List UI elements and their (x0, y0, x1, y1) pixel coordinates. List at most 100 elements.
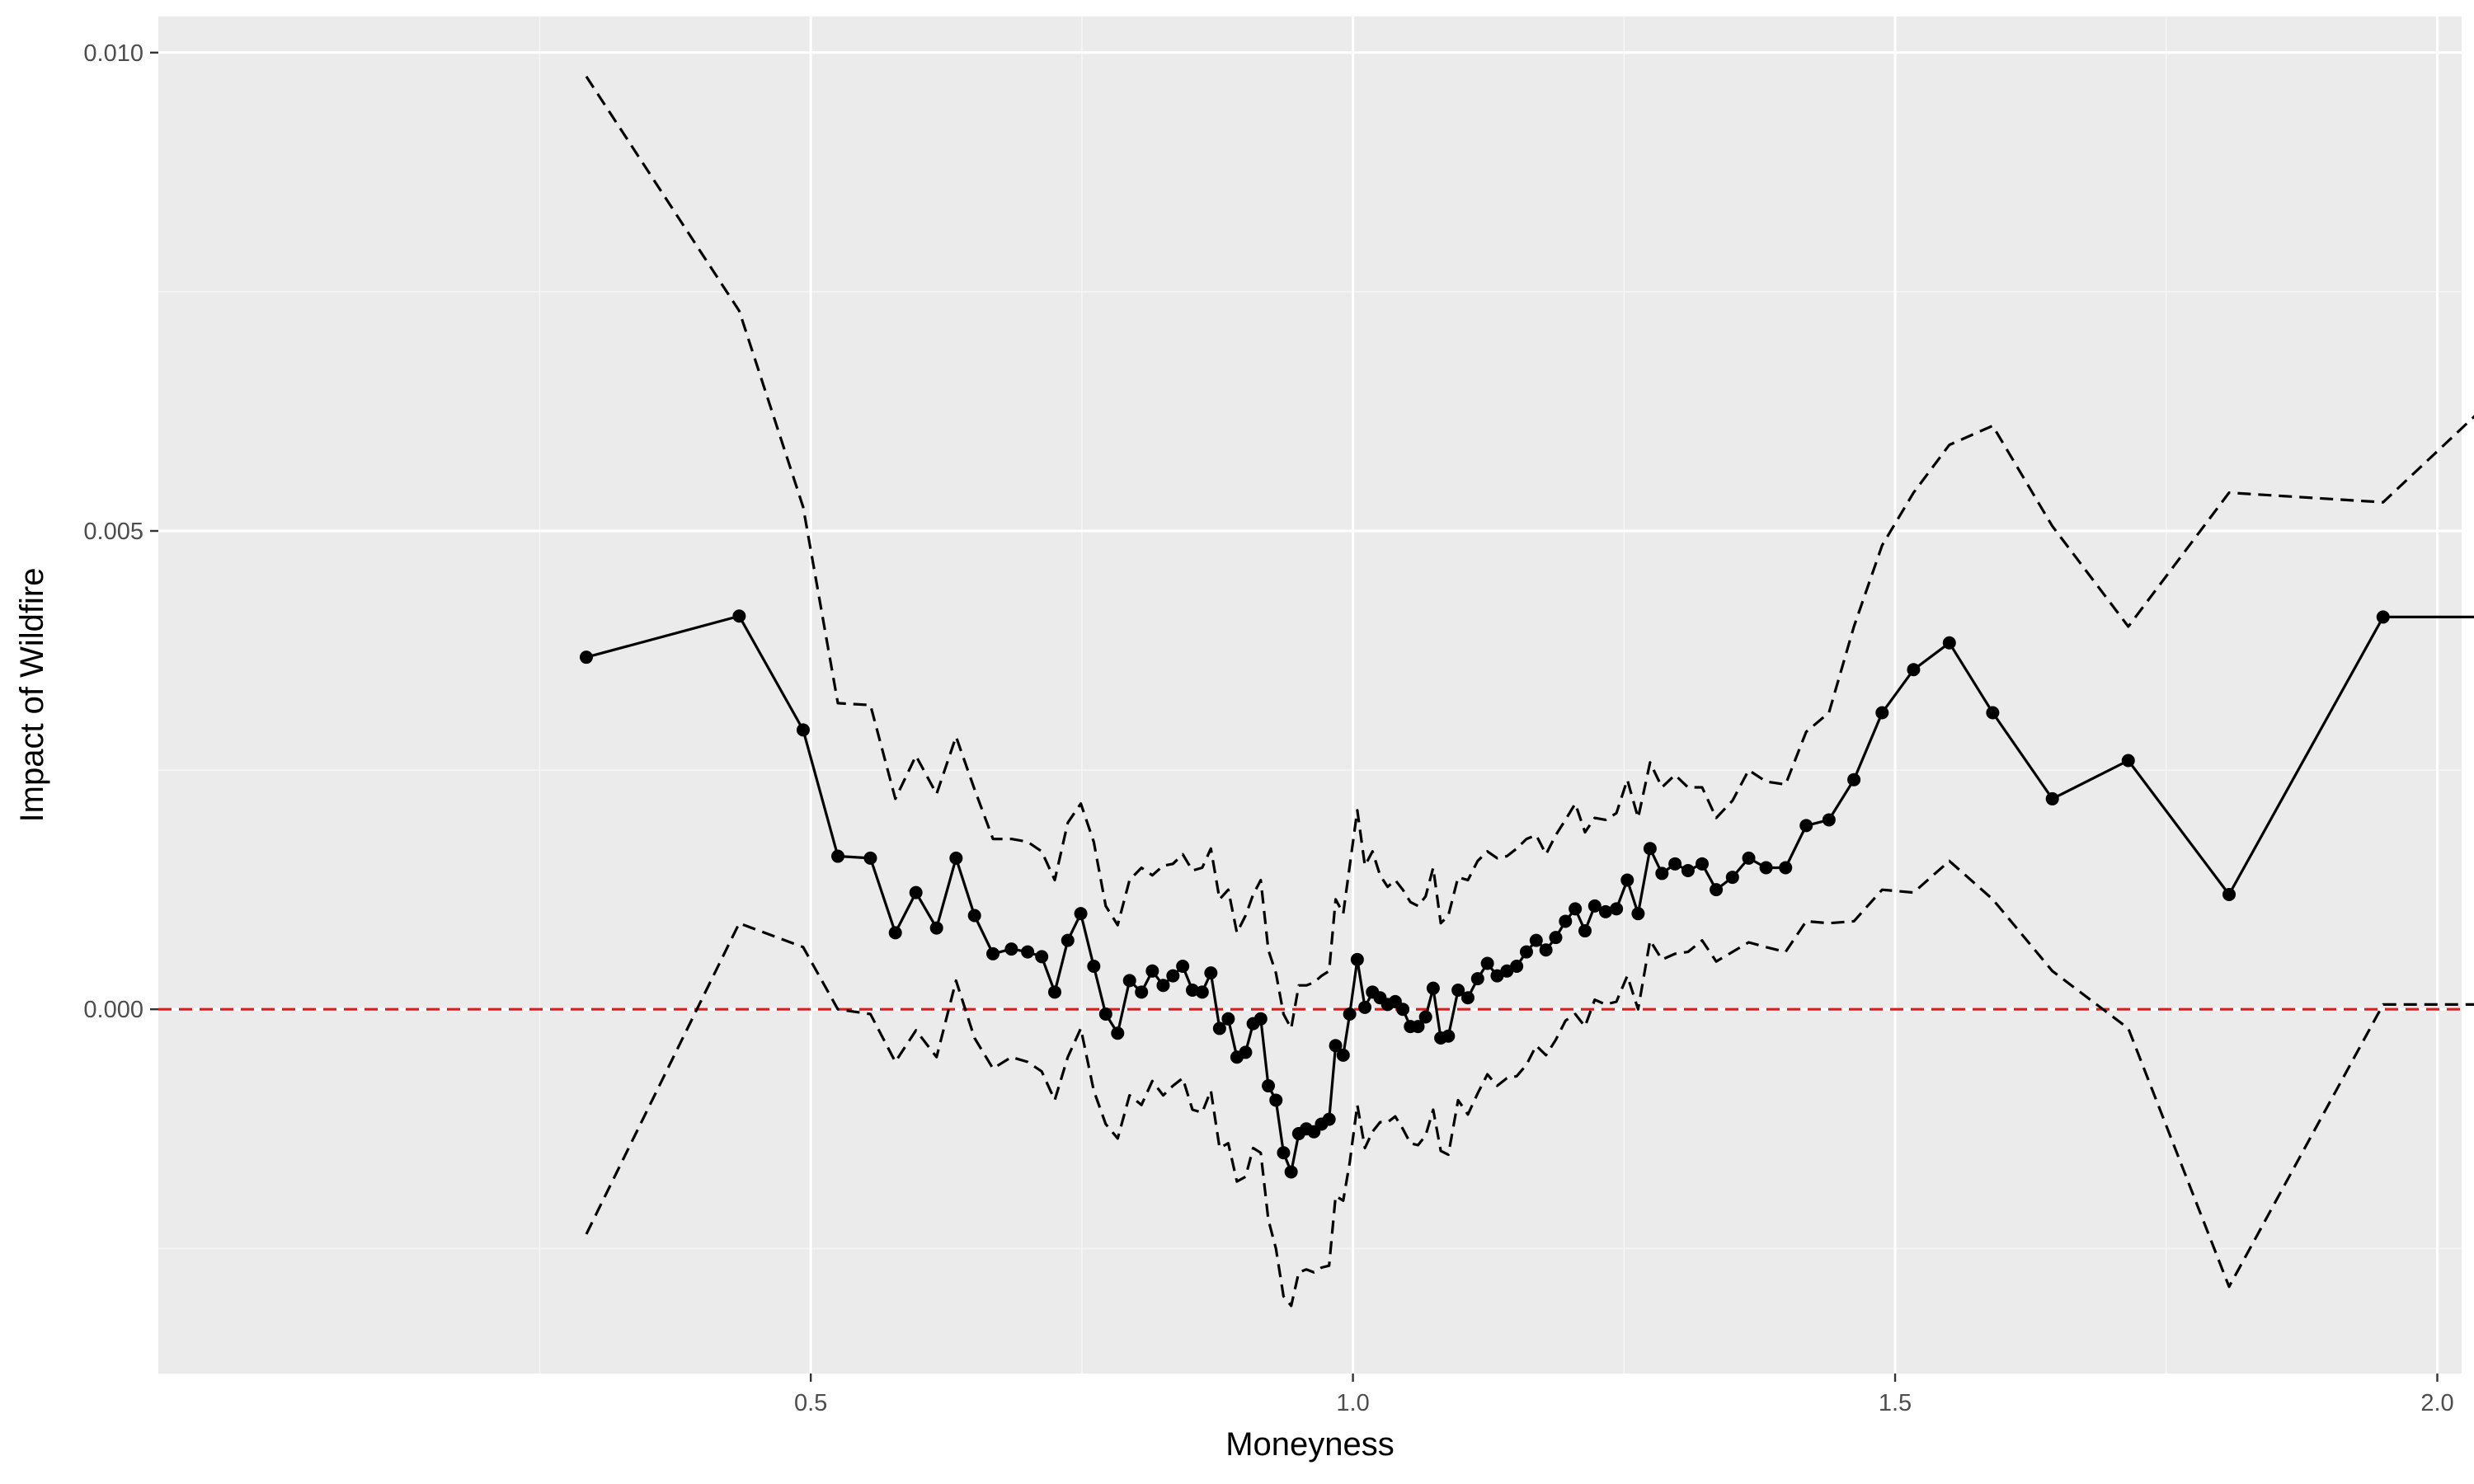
data-point (1035, 950, 1049, 964)
data-point (1021, 945, 1035, 959)
data-point (1986, 706, 2000, 720)
data-point (1166, 969, 1180, 983)
axes: 0.5 1.0 1.5 2.0 0.000 0.005 0.010 (83, 40, 2453, 1416)
data-point (1396, 1003, 1410, 1017)
data-point (1061, 933, 1075, 947)
data-point (1847, 773, 1861, 787)
data-point (1185, 983, 1199, 997)
data-point (1221, 1012, 1235, 1026)
data-point (1759, 861, 1773, 875)
data-point (2222, 887, 2236, 901)
upper-bound-line (585, 75, 2474, 1030)
data-point (796, 723, 810, 737)
data-point (2121, 754, 2135, 768)
lower-bound-line (585, 859, 2474, 1308)
data-point (1122, 974, 1136, 988)
y-tick-label: 0.005 (83, 519, 143, 545)
data-point (1500, 964, 1514, 978)
x-axis-title: Moneyness (1225, 1426, 1395, 1463)
data-point (1875, 706, 1889, 720)
data-point (1195, 985, 1209, 999)
data-point (1668, 857, 1682, 871)
data-point (1262, 1079, 1276, 1093)
data-point (1725, 871, 1739, 885)
data-point (1779, 861, 1793, 875)
data-point (1460, 991, 1475, 1005)
y-axis-title: Impact of Wildfire (14, 568, 50, 823)
data-point (1451, 983, 1465, 997)
data-point (1322, 1112, 1336, 1126)
data-point (1681, 863, 1695, 877)
data-point (1549, 931, 1563, 945)
data-point (949, 851, 963, 865)
data-point (1212, 1021, 1226, 1036)
data-point (1411, 1020, 1425, 1034)
data-point (1135, 985, 1149, 999)
data-point (1098, 1007, 1112, 1021)
data-point (2045, 791, 2059, 805)
data-point (1799, 819, 1813, 833)
data-point (909, 885, 923, 899)
y-tick-label: 0.000 (83, 997, 143, 1023)
data-point (967, 909, 981, 923)
data-point (1350, 952, 1364, 966)
data-point (1519, 945, 1533, 959)
data-point (1490, 969, 1504, 983)
data-point (1176, 959, 1190, 973)
data-point (831, 849, 845, 863)
x-tick-label: 2.0 (2420, 1390, 2453, 1416)
data-point (1111, 1026, 1125, 1040)
data-point (1742, 851, 1756, 865)
data-point (1004, 942, 1018, 956)
data-point (1048, 985, 1062, 999)
data-point (1087, 959, 1101, 973)
data-point (929, 921, 943, 935)
data-point (1470, 972, 1484, 986)
data-point (1284, 1165, 1298, 1179)
data-point (1336, 1048, 1350, 1062)
data-point (888, 926, 902, 940)
data-point (579, 650, 593, 665)
data-point (732, 609, 746, 623)
data-point (1695, 857, 1709, 871)
data-point (1559, 914, 1573, 928)
data-point (1510, 959, 1524, 973)
data-point (1710, 883, 1724, 897)
data-point (1269, 1093, 1283, 1107)
data-point (1277, 1146, 1291, 1160)
data-point (1074, 907, 1088, 921)
data-point (1529, 933, 1543, 947)
data-point (1631, 907, 1645, 921)
data-point (1418, 1010, 1432, 1024)
data-point (1156, 979, 1170, 993)
data-point (1907, 663, 1921, 677)
data-point (1480, 956, 1494, 970)
estimate-points (579, 609, 2390, 1179)
x-tick-label: 1.5 (1879, 1390, 1912, 1416)
data-point (1358, 1000, 1372, 1014)
data-point (1598, 904, 1612, 918)
data-point (1569, 902, 1583, 916)
data-point (1587, 899, 1602, 913)
plot-panel (158, 16, 2462, 1374)
data-point (1426, 981, 1440, 995)
data-point (1343, 1007, 1357, 1021)
data-point (1253, 1012, 1268, 1026)
data-point (1204, 966, 1218, 980)
data-point (1822, 813, 1836, 827)
data-point (1578, 924, 1592, 938)
data-point (1610, 902, 1624, 916)
y-tick-label: 0.010 (83, 40, 143, 67)
data-point (1620, 873, 1634, 887)
data-point (1329, 1039, 1343, 1053)
data-point (1239, 1045, 1253, 1059)
x-tick-label: 0.5 (794, 1390, 827, 1416)
data-point (1655, 866, 1669, 881)
data-point (1942, 636, 1956, 650)
x-tick-label: 1.0 (1336, 1390, 1369, 1416)
data-point (1539, 943, 1553, 957)
data-point (1145, 964, 1159, 978)
data-point (2376, 610, 2390, 624)
